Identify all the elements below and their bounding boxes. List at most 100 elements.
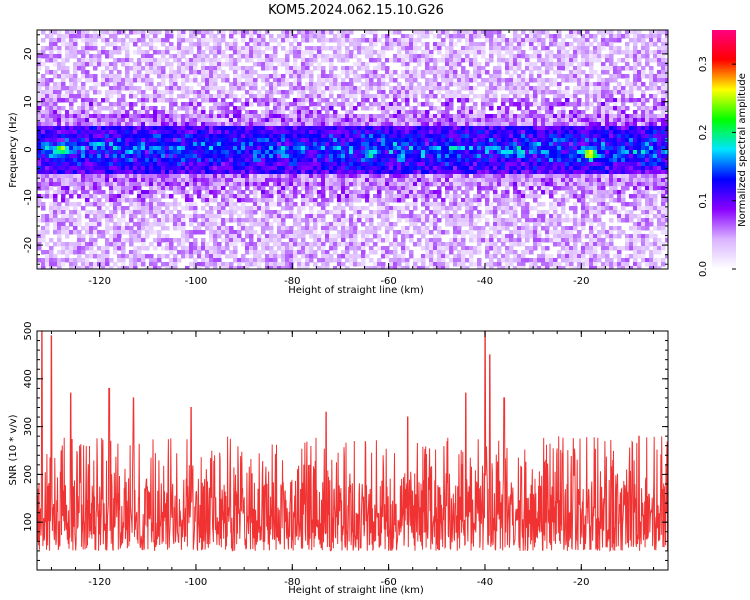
heatmap-cell — [213, 74, 218, 79]
heatmap-cell — [629, 30, 634, 35]
heatmap-cell — [53, 178, 58, 183]
heatmap-cell — [409, 134, 414, 139]
heatmap-cell — [113, 138, 118, 143]
heatmap-cell — [169, 146, 174, 151]
heatmap-cell — [633, 66, 638, 71]
heatmap-cell — [197, 178, 202, 183]
heatmap-cell — [625, 150, 630, 155]
heatmap-cell — [141, 122, 146, 127]
heatmap-cell — [301, 38, 306, 43]
heatmap-cell — [549, 154, 554, 159]
heatmap-cell — [89, 34, 94, 39]
heatmap-cell — [553, 150, 558, 155]
heatmap-cell — [289, 162, 294, 167]
heatmap-cell — [317, 118, 322, 123]
heatmap-cell — [225, 174, 230, 179]
heatmap-cell — [185, 142, 190, 147]
heatmap-cell — [97, 34, 102, 39]
heatmap-cell — [501, 106, 506, 111]
heatmap-cell — [57, 158, 62, 163]
heatmap-cell — [601, 46, 606, 51]
heatmap-cell — [181, 62, 186, 67]
heatmap-cell — [377, 78, 382, 83]
heatmap-cell — [141, 162, 146, 167]
heatmap-cell — [489, 126, 494, 131]
heatmap-cell — [257, 34, 262, 39]
heatmap-cell — [445, 34, 450, 39]
heatmap-cell — [169, 138, 174, 143]
heatmap-cell — [413, 106, 418, 111]
heatmap-cell — [537, 110, 542, 115]
heatmap-cell — [245, 54, 250, 59]
heatmap-cell — [313, 46, 318, 51]
heatmap-cell — [73, 54, 78, 59]
heatmap-cell — [481, 50, 486, 55]
heatmap-cell — [53, 126, 58, 131]
heatmap-cell — [581, 138, 586, 143]
heatmap-cell — [293, 106, 298, 111]
heatmap-cell — [565, 34, 570, 39]
heatmap-cell — [73, 34, 78, 39]
heatmap-cell — [561, 110, 566, 115]
heatmap-cell — [77, 94, 82, 99]
heatmap-cell — [241, 170, 246, 175]
heatmap-cell — [537, 78, 542, 83]
heatmap-cell — [277, 90, 282, 95]
heatmap-cell — [333, 142, 338, 147]
heatmap-cell — [605, 82, 610, 87]
heatmap-cell — [333, 174, 338, 179]
heatmap-cell — [181, 114, 186, 119]
heatmap-cell — [505, 170, 510, 175]
heatmap-cell — [569, 166, 574, 171]
heatmap-cell — [601, 66, 606, 71]
heatmap-cell — [445, 90, 450, 95]
heatmap-cell — [333, 66, 338, 71]
heatmap-cell — [261, 130, 266, 135]
heatmap-cell — [465, 166, 470, 171]
heatmap-cell — [313, 150, 318, 155]
heatmap-cell — [337, 30, 342, 35]
heatmap-cell — [421, 142, 426, 147]
heatmap-cell — [437, 50, 442, 55]
heatmap-cell — [385, 70, 390, 75]
heatmap-cell — [441, 118, 446, 123]
heatmap-cell — [333, 102, 338, 107]
heatmap-cell — [389, 70, 394, 75]
heatmap-cell — [105, 66, 110, 71]
heatmap-cell — [533, 130, 538, 135]
heatmap-cell — [469, 114, 474, 119]
heatmap-cell — [493, 138, 498, 143]
heatmap-cell — [177, 130, 182, 135]
heatmap-cell — [633, 74, 638, 79]
heatmap-cell — [181, 106, 186, 111]
heatmap-cell — [417, 62, 422, 67]
heatmap-cell — [269, 82, 274, 87]
heatmap-cell — [377, 114, 382, 119]
heatmap-cell — [577, 126, 582, 131]
heatmap-cell — [561, 74, 566, 79]
heatmap-cell — [253, 86, 258, 91]
heatmap-cell — [369, 158, 374, 163]
heatmap-cell — [261, 174, 266, 179]
heatmap-cell — [665, 102, 668, 107]
heatmap-cell — [597, 42, 602, 47]
heatmap-cell — [53, 114, 58, 119]
heatmap-cell — [409, 82, 414, 87]
heatmap-cell — [477, 110, 482, 115]
heatmap-cell — [57, 66, 62, 71]
heatmap-cell — [209, 58, 214, 63]
heatmap-cell — [209, 178, 214, 183]
heatmap-cell — [489, 50, 494, 55]
heatmap-cell — [405, 110, 410, 115]
heatmap-cell — [593, 50, 598, 55]
heatmap-cell — [249, 78, 254, 83]
heatmap-cell — [649, 58, 654, 63]
heatmap-cell — [641, 158, 646, 163]
heatmap-cell — [625, 30, 630, 35]
heatmap-cell — [69, 82, 74, 87]
heatmap-cell — [169, 134, 174, 139]
heatmap-cell — [457, 126, 462, 131]
heatmap-cell — [161, 174, 166, 179]
heatmap-cell — [49, 174, 54, 179]
heatmap-cell — [61, 74, 66, 79]
